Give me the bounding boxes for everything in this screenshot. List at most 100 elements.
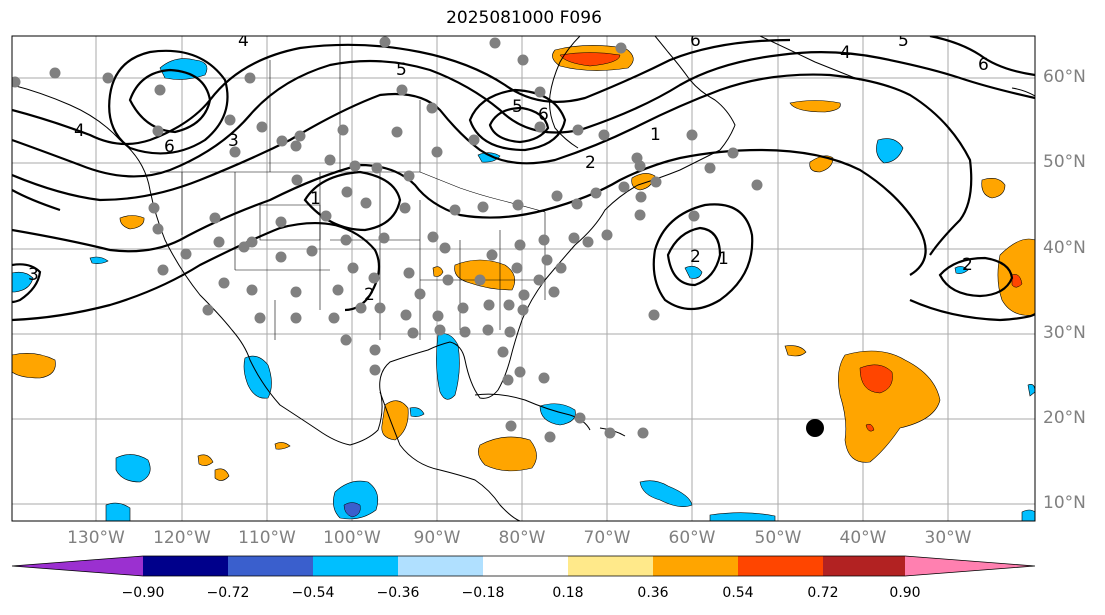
station-dot [403,170,415,182]
station-dot [337,124,349,136]
station-dot [340,334,352,346]
colorbar-tick: 0.54 [722,585,754,601]
station-dot [371,162,383,174]
anomaly-patch [784,345,807,357]
colorbar-tick: 0.36 [637,585,669,601]
anomaly-patch [631,173,656,191]
colorbar-swatch [738,556,823,576]
station-dot [504,326,516,338]
colorbar-swatch [228,556,313,576]
station-dot [751,179,763,191]
station-dot [426,102,438,114]
anomaly-patch [214,468,230,481]
anomaly-core [559,52,621,67]
station-dot [571,198,583,210]
station-dot [483,299,495,311]
station-dot [497,346,509,358]
station-dot [369,344,381,356]
anomaly-patch [684,265,703,279]
colorbar-swatch [653,556,738,576]
station-dot [511,262,523,274]
station-dot [568,232,580,244]
station-dot [324,154,336,166]
contour-label: 6 [538,105,549,125]
station-dot [439,242,451,254]
station-dot [341,186,353,198]
anomaly-core [859,364,893,394]
anomaly-patch [789,100,841,113]
station-dot [618,181,630,193]
station-dot [434,324,446,336]
anomaly-patch [12,353,56,379]
station-dot [218,277,230,289]
colorbar-tick: 0.72 [807,585,839,601]
lon-label: 60°W [668,528,716,548]
station-dot [291,174,303,186]
station-dot [477,201,489,213]
station-dot [399,202,411,214]
station-dot [551,190,563,202]
contour-label: 6 [690,31,701,51]
station-dot [320,210,332,222]
anomaly-patch [409,407,425,417]
anomaly-patch [1021,509,1035,521]
anomaly-patch [381,400,409,441]
station-dot [590,187,602,199]
contour-labels: 4 5 6 5 6 6 5 3 4 1 2 2 1 2 1 2 4 3 6 [28,31,989,305]
anomaly-patch [12,271,34,293]
station-dot [637,427,649,439]
anomaly-patch [243,355,272,399]
contour-label: 6 [164,137,175,157]
station-dot [246,284,258,296]
station-dot [457,302,469,314]
colorbar-swatch [313,556,398,576]
station-dot [157,264,169,276]
station-dot [306,245,318,257]
contour-label: 4 [74,121,85,141]
map-figure: 4 5 6 5 6 6 5 3 4 1 2 2 1 2 1 2 4 3 6 [11,31,1036,522]
anomaly-patch [432,266,444,277]
anomaly-patch [119,215,145,230]
station-dot [604,427,616,439]
station-dot [246,236,258,248]
anomaly-patch [954,266,969,274]
station-dot [368,272,380,284]
contour-label: 5 [396,60,407,80]
contour-label: 1 [718,249,729,269]
anomaly-patch [115,454,151,483]
anomaly-patch [105,502,131,521]
station-dot [582,236,594,248]
colorbar [11,555,1036,577]
lat-label: 60°N [1043,67,1086,87]
station-dot [650,176,662,188]
station-dot [505,420,517,432]
station-dot [102,72,114,84]
station-dot [538,234,550,246]
station-dot [224,114,236,126]
station-dot [538,372,550,384]
station-dot [482,324,494,336]
anomaly-patch [197,454,214,466]
anomaly-patch [639,480,693,507]
station-dot [290,140,302,152]
station-dot [254,312,266,324]
station-dot [332,284,344,296]
station-dot [459,326,471,338]
colorbar-extend-high [905,556,1035,576]
lon-label: 80°W [498,528,546,548]
station-dot [534,86,546,98]
station-dot [378,232,390,244]
storm-center-marker [806,419,824,437]
lat-label: 50°N [1043,152,1086,172]
contour-label: 5 [898,31,909,51]
anomaly-core [865,423,875,432]
station-dot [347,262,359,274]
colorbar-tick: 0.18 [552,585,584,601]
station-dot [572,124,584,136]
station-dot [213,236,225,248]
station-dot [276,135,288,147]
station-dot [244,72,256,84]
station-dot [502,374,514,386]
station-markers [12,36,763,443]
station-dot [294,130,306,142]
